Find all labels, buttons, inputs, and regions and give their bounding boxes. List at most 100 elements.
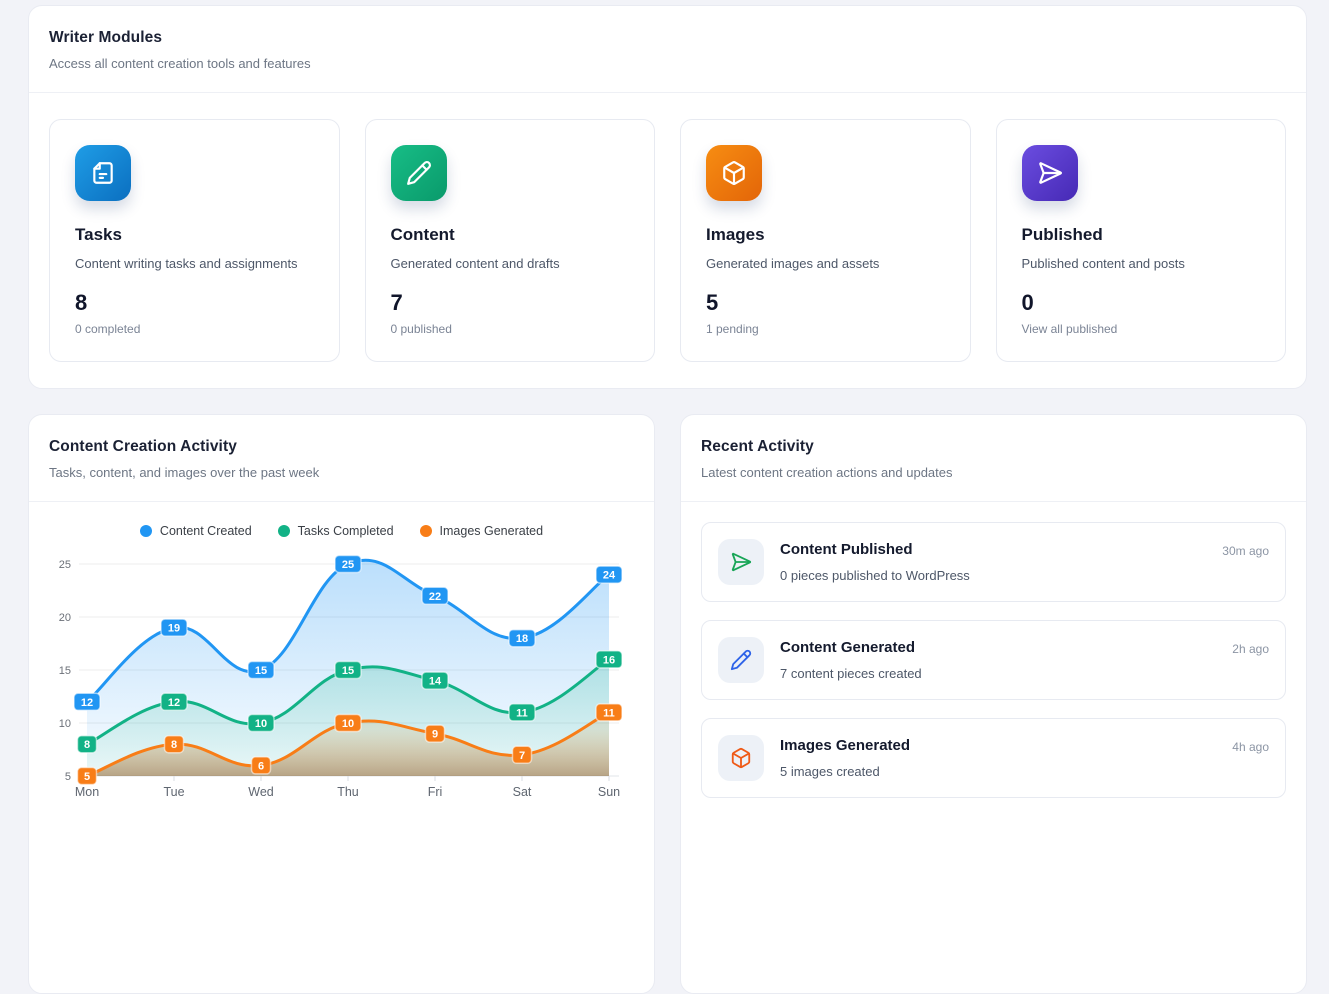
- x-axis-label: Mon: [75, 785, 99, 799]
- content-activity-title: Content Creation Activity: [49, 438, 237, 455]
- module-card-count: 7: [390, 290, 403, 315]
- activity-item[interactable]: Content Generated 7 content pieces create…: [701, 620, 1286, 700]
- activity-item-description: 7 content pieces created: [780, 666, 922, 681]
- module-card-subtext: View all published: [1021, 322, 1118, 336]
- data-label-value: 8: [84, 739, 90, 751]
- module-card-title: Images: [706, 225, 765, 244]
- data-label-box: [424, 724, 446, 743]
- file-text-icon: [75, 145, 131, 201]
- data-label-value: 5: [84, 771, 90, 783]
- data-label-box: [73, 692, 101, 712]
- data-label-box: [163, 734, 185, 754]
- content-activity-header: Content Creation Activity Tasks, content…: [29, 415, 654, 502]
- data-label-box: [76, 766, 98, 786]
- writer-modules-header: Writer Modules Access all content creati…: [29, 6, 1306, 93]
- data-label-box: [595, 565, 623, 584]
- data-label-value: 25: [342, 559, 354, 571]
- module-card-count: 0: [1021, 290, 1034, 315]
- data-label-value: 15: [255, 665, 267, 677]
- activity-item-body: Content Generated 7 content pieces create…: [780, 637, 1216, 681]
- data-label-box: [250, 756, 272, 775]
- data-label-value: 24: [603, 570, 616, 582]
- legend-item-2[interactable]: Images Generated: [419, 524, 543, 538]
- data-label-value: 15: [342, 665, 354, 677]
- activity-item-description: 5 images created: [780, 764, 880, 779]
- activity-item-title: Images Generated: [780, 737, 911, 754]
- data-label-box: [160, 618, 188, 637]
- legend-label: Content Created: [159, 524, 252, 538]
- module-card-description: Generated images and assets: [706, 256, 880, 271]
- data-label-box: [508, 703, 536, 722]
- legend-item-1[interactable]: Tasks Completed: [277, 524, 394, 538]
- data-label-box: [247, 660, 275, 680]
- data-label-box: [334, 660, 362, 680]
- module-card-content[interactable]: Content Generated content and drafts 7 0 pu…: [364, 119, 655, 362]
- chart-legend: Content Created Tasks Completed Images Gen…: [47, 524, 636, 538]
- box-icon: [706, 145, 762, 201]
- module-card-tasks[interactable]: Tasks Content writing tasks and assignmen…: [49, 119, 340, 362]
- data-label-box: [160, 692, 188, 712]
- writer-modules-subtitle: Access all content creation tools and fe…: [49, 56, 311, 71]
- activity-item[interactable]: Images Generated 5 images created 4h ago: [701, 718, 1286, 798]
- module-card-published[interactable]: Published Published content and posts 0 Vie…: [995, 119, 1286, 362]
- data-label-box: [595, 703, 623, 722]
- y-axis-tick: 10: [59, 718, 71, 730]
- activity-item[interactable]: Content Published 0 pieces published to W…: [701, 522, 1286, 602]
- module-cards-row: Tasks Content writing tasks and assignmen…: [29, 93, 1306, 388]
- activity-item-title: Content Published: [780, 541, 913, 558]
- data-label-value: 7: [519, 750, 525, 762]
- module-card-count: 5: [706, 290, 719, 315]
- x-axis-label: Fri: [428, 785, 443, 799]
- data-label-box: [508, 628, 536, 648]
- activity-item-body: Content Published 0 pieces published to W…: [780, 539, 1206, 583]
- data-label-value: 8: [171, 739, 177, 751]
- data-label-value: 16: [603, 654, 615, 666]
- box-icon: [718, 735, 764, 781]
- activity-item-time: 30m ago: [1222, 544, 1269, 558]
- content-activity-subtitle: Tasks, content, and images over the past…: [49, 465, 320, 480]
- data-label-box: [595, 650, 623, 669]
- data-label-box: [421, 586, 449, 606]
- data-label-value: 22: [429, 591, 441, 603]
- y-axis-tick: 15: [59, 665, 71, 677]
- y-axis-tick: 20: [59, 612, 71, 624]
- module-card-subtext: 0 published: [390, 322, 452, 336]
- x-axis-label: Sun: [598, 785, 620, 799]
- module-card-title: Tasks: [75, 225, 122, 244]
- data-label-box: [76, 734, 98, 754]
- module-card-description: Content writing tasks and assignments: [75, 256, 298, 271]
- data-label-value: 19: [168, 623, 180, 635]
- activity-chart-svg: 5 10 15 20 25 Mon Tue Wed Thu Fri Sat Sun 12 19 15 25 22…: [59, 554, 623, 799]
- data-label-box: [511, 745, 533, 765]
- data-label-box: [247, 713, 275, 733]
- module-card-description: Published content and posts: [1021, 256, 1185, 271]
- activity-item-time: 2h ago: [1232, 642, 1269, 656]
- x-axis-label: Tue: [163, 785, 184, 799]
- activity-item-description: 0 pieces published to WordPress: [780, 568, 970, 583]
- legend-label: Tasks Completed: [297, 524, 394, 538]
- data-label-box: [334, 713, 362, 733]
- data-label-box: [334, 554, 362, 574]
- activity-line-chart: 5 10 15 20 25 Mon Tue Wed Thu Fri Sat Sun 12 19 15 25 22…: [47, 544, 636, 844]
- data-label-value: 10: [342, 718, 354, 730]
- x-axis-label: Thu: [337, 785, 359, 799]
- recent-activity-header: Recent Activity Latest content creation …: [681, 415, 1306, 502]
- module-card-images[interactable]: Images Generated images and assets 5 1 pend…: [680, 119, 971, 362]
- bottom-row: Content Creation Activity Tasks, content…: [28, 414, 1307, 994]
- pencil-icon: [718, 637, 764, 683]
- activity-item-time: 4h ago: [1232, 740, 1269, 754]
- module-card-title: Content: [390, 225, 455, 244]
- send-icon: [718, 539, 764, 585]
- data-label-value: 9: [432, 729, 438, 741]
- x-axis-label: Sat: [513, 785, 532, 799]
- legend-item-0[interactable]: Content Created: [139, 524, 252, 538]
- recent-activity-panel: Recent Activity Latest content creation …: [680, 414, 1307, 994]
- activity-item-body: Images Generated 5 images created: [780, 735, 1216, 779]
- recent-activity-title: Recent Activity: [701, 438, 814, 455]
- recent-activity-subtitle: Latest content creation actions and upda…: [701, 465, 953, 480]
- data-label-value: 14: [429, 676, 442, 688]
- data-label-value: 12: [81, 697, 93, 709]
- data-label-box: [421, 671, 449, 690]
- content-activity-panel: Content Creation Activity Tasks, content…: [28, 414, 655, 994]
